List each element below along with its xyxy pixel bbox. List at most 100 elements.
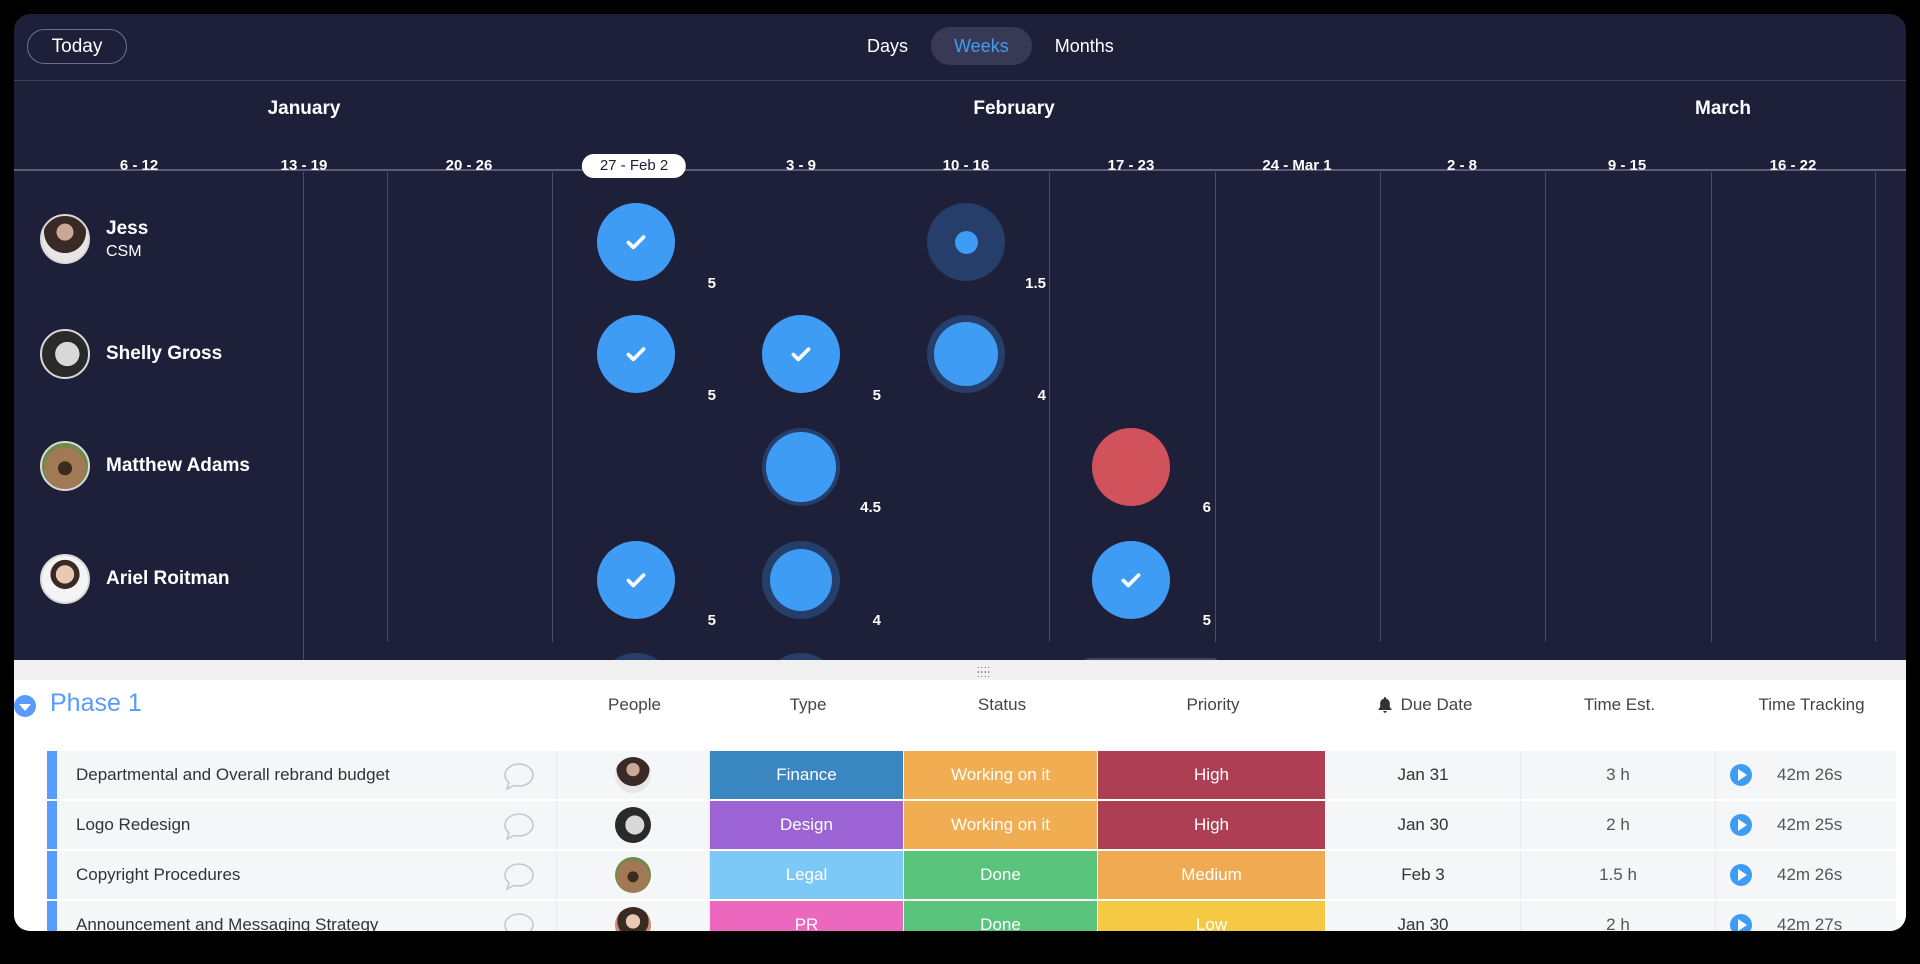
workload-bubble-low[interactable] <box>927 203 1005 281</box>
play-timer-icon[interactable] <box>1730 914 1752 931</box>
workload-hours: 5 <box>1202 612 1211 629</box>
item-name-cell[interactable]: Logo Redesign <box>57 801 557 849</box>
horizontal-scrollbar[interactable] <box>1082 658 1220 660</box>
type-cell[interactable]: PR <box>710 901 904 931</box>
avatar <box>615 907 651 931</box>
status-cell[interactable]: Done <box>904 851 1098 899</box>
status-cell[interactable]: Done <box>904 901 1098 931</box>
workload-bubble-done[interactable] <box>597 541 675 619</box>
table-row[interactable]: Copyright Procedures Legal Done Medium F… <box>47 851 1906 899</box>
group-color-bar <box>47 851 57 899</box>
item-name-cell[interactable]: Copyright Procedures <box>57 851 557 899</box>
panel-resize-handle[interactable]: :::::::: <box>14 660 1906 680</box>
item-name: Logo Redesign <box>76 815 191 834</box>
type-cell[interactable]: Legal <box>710 851 904 899</box>
gridline <box>1049 172 1050 642</box>
table-row[interactable]: Departmental and Overall rebrand budget … <box>47 751 1906 799</box>
play-timer-icon[interactable] <box>1730 864 1752 886</box>
workload-bubble-done[interactable] <box>1092 541 1170 619</box>
avatar <box>615 757 651 793</box>
time-est-cell[interactable]: 1.5 h <box>1521 851 1716 899</box>
play-timer-icon[interactable] <box>1730 764 1752 786</box>
comment-bubble-icon[interactable] <box>502 911 536 931</box>
item-name: Announcement and Messaging Strategy <box>76 915 379 931</box>
column-header-time-est[interactable]: Time Est. <box>1583 695 1656 714</box>
time-tracking-cell[interactable]: 42m 27s <box>1716 901 1896 931</box>
week-label: 2 - 8 <box>1446 157 1478 174</box>
workload-hours: 6 <box>1202 499 1211 516</box>
workload-bubble-partial[interactable] <box>762 653 840 660</box>
column-header-people[interactable]: People <box>608 695 661 714</box>
time-est-cell[interactable]: 2 h <box>1521 801 1716 849</box>
person-row-shelly-gross[interactable]: Shelly Gross <box>40 329 222 379</box>
workload-bubble-partial[interactable] <box>597 653 675 660</box>
column-header-due-date[interactable]: Due Date <box>1327 695 1522 715</box>
comment-bubble-icon[interactable] <box>502 811 536 841</box>
group-title[interactable]: Phase 1 <box>50 689 142 717</box>
item-name-cell[interactable]: Departmental and Overall rebrand budget <box>57 751 557 799</box>
workload-hours: 5 <box>707 387 716 404</box>
column-header-type[interactable]: Type <box>789 695 827 714</box>
people-cell[interactable] <box>557 751 710 799</box>
people-cell[interactable] <box>557 801 710 849</box>
person-row-ariel-roitman[interactable]: Ariel Roitman <box>40 554 230 604</box>
due-date-cell[interactable]: Jan 30 <box>1326 801 1521 849</box>
type-cell[interactable]: Design <box>710 801 904 849</box>
people-cell[interactable] <box>557 851 710 899</box>
week-label: 17 - 23 <box>1107 157 1155 174</box>
comment-bubble-icon[interactable] <box>502 861 536 891</box>
load-indicator <box>954 230 978 254</box>
priority-cell[interactable]: Low <box>1098 901 1326 931</box>
tracked-time: 42m 26s <box>1777 765 1843 784</box>
workload-hours: 4.5 <box>860 499 881 516</box>
priority-cell[interactable]: High <box>1098 751 1326 799</box>
collapse-group-icon[interactable] <box>14 695 36 717</box>
comment-bubble-icon[interactable] <box>502 761 536 791</box>
status-cell[interactable]: Working on it <box>904 801 1098 849</box>
column-header-time-tracking[interactable]: Time Tracking <box>1758 695 1865 714</box>
workload-hours: 4 <box>872 612 881 629</box>
gridline <box>1545 172 1546 642</box>
item-name-cell[interactable]: Announcement and Messaging Strategy <box>57 901 557 931</box>
due-date-cell[interactable]: Feb 3 <box>1326 851 1521 899</box>
workload-bubble-done[interactable] <box>762 315 840 393</box>
view-switcher: Days Weeks Months <box>844 27 1137 65</box>
avatar <box>615 857 651 893</box>
workload-bubble-partial[interactable] <box>762 541 840 619</box>
column-header-priority[interactable]: Priority <box>1186 695 1240 714</box>
workload-bubble-done[interactable] <box>597 315 675 393</box>
person-row-matthew-adams[interactable]: Matthew Adams <box>40 441 250 491</box>
time-tracking-cell[interactable]: 42m 25s <box>1716 801 1896 849</box>
workload-bubble-done[interactable] <box>597 203 675 281</box>
table-row[interactable]: Logo Redesign Design Working on it High … <box>47 801 1906 849</box>
workload-bubble-partial[interactable] <box>927 315 1005 393</box>
tracked-time: 42m 25s <box>1777 815 1843 834</box>
view-days-tab[interactable]: Days <box>867 35 909 56</box>
priority-cell[interactable]: High <box>1098 801 1326 849</box>
column-header-status[interactable]: Status <box>977 695 1027 714</box>
week-label: 9 - 15 <box>1607 157 1647 174</box>
time-est-cell[interactable]: 3 h <box>1521 751 1716 799</box>
today-button[interactable]: Today <box>27 29 127 64</box>
play-timer-icon[interactable] <box>1730 814 1752 836</box>
status-cell[interactable]: Working on it <box>904 751 1098 799</box>
view-months-tab[interactable]: Months <box>1054 35 1114 56</box>
type-cell[interactable]: Finance <box>710 751 904 799</box>
avatar <box>40 554 90 604</box>
month-label-march: March <box>1695 98 1751 119</box>
drag-grip-icon[interactable]: :::::::: <box>977 664 992 679</box>
due-date-cell[interactable]: Jan 31 <box>1326 751 1521 799</box>
people-cell[interactable] <box>557 901 710 931</box>
time-tracking-cell[interactable]: 42m 26s <box>1716 851 1896 899</box>
person-row-jess[interactable]: Jess CSM <box>40 214 148 264</box>
table-row[interactable]: Announcement and Messaging Strategy PR D… <box>47 901 1906 931</box>
time-est-cell[interactable]: 2 h <box>1521 901 1716 931</box>
priority-cell[interactable]: Medium <box>1098 851 1326 899</box>
view-weeks-tab[interactable]: Weeks <box>931 27 1032 65</box>
person-role: CSM <box>106 242 142 260</box>
check-icon <box>626 573 646 588</box>
due-date-cell[interactable]: Jan 30 <box>1326 901 1521 931</box>
workload-bubble-partial[interactable] <box>762 428 840 506</box>
time-tracking-cell[interactable]: 42m 26s <box>1716 751 1896 799</box>
workload-bubble-overloaded[interactable] <box>1092 428 1170 506</box>
